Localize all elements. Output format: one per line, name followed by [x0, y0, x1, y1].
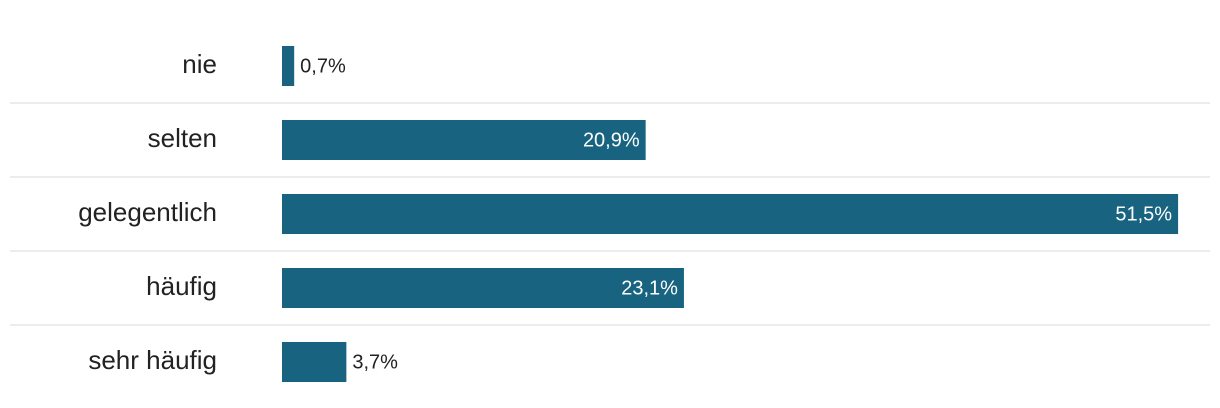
- value-label: 0,7%: [300, 55, 346, 77]
- value-label: 20,9%: [583, 129, 640, 151]
- category-label: nie: [182, 49, 217, 79]
- value-label: 51,5%: [1115, 203, 1172, 225]
- category-label: gelegentlich: [78, 197, 217, 227]
- bar: [282, 120, 646, 160]
- value-label: 23,1%: [621, 277, 678, 299]
- bar: [282, 342, 347, 382]
- category-label: sehr häufig: [88, 345, 217, 375]
- bar: [282, 46, 295, 86]
- category-label: häufig: [146, 271, 217, 301]
- bar: [282, 268, 684, 308]
- value-label: 3,7%: [352, 351, 398, 373]
- category-label: selten: [148, 123, 217, 153]
- bar: [282, 194, 1179, 234]
